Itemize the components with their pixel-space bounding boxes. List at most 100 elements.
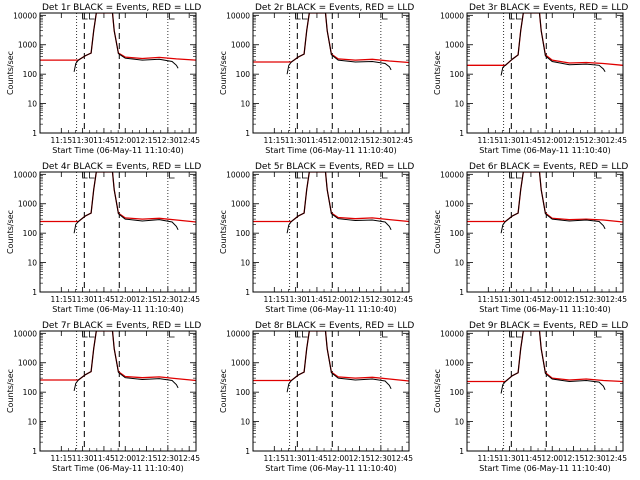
y-tick-label: 1 (459, 129, 464, 138)
plot-frame (252, 12, 410, 134)
chart-title: Det 1r BLACK = Events, RED = LLD (42, 3, 201, 13)
events-series-line (73, 172, 179, 234)
y-axis-label: Counts/sec (6, 369, 15, 413)
x-tick-label: 11:30 (72, 454, 94, 463)
x-tick-label: 11:15 (263, 295, 285, 304)
x-tick-label: 11:15 (477, 295, 499, 304)
y-tick-label: 10 (240, 259, 250, 268)
x-tick-label: 12:15 (349, 454, 371, 463)
interval-bracket (302, 331, 308, 338)
y-tick-label: 1000 (445, 359, 464, 368)
y-tick-label: 1000 (445, 200, 464, 209)
x-tick-label: 11:30 (499, 454, 521, 463)
x-axis-label: Start Time (06-May-11 11:10:40) (52, 464, 183, 473)
x-tick-label: 12:30 (370, 454, 392, 463)
interval-bracket (382, 13, 388, 20)
x-tick-label: 12:30 (370, 295, 392, 304)
x-axis-label: Start Time (06-May-11 11:10:40) (479, 464, 610, 473)
lld-series-line (253, 172, 409, 223)
y-tick-label: 1000 (231, 200, 250, 209)
y-tick-label: 10000 (440, 11, 464, 20)
y-tick-label: 100 (450, 388, 465, 397)
y-tick-label: 10000 (440, 170, 464, 179)
x-axis-label: Start Time (06-May-11 11:10:40) (52, 305, 183, 314)
chart-title: Det 7r BLACK = Events, RED = LLD (42, 321, 201, 331)
x-tick-label: 11:45 (93, 136, 115, 145)
x-tick-label: 11:30 (499, 295, 521, 304)
x-tick-label: 11:30 (285, 454, 307, 463)
y-tick-label: 1000 (18, 200, 37, 209)
y-axis-label: Counts/sec (6, 210, 15, 254)
y-tick-label: 100 (23, 70, 38, 79)
interval-bracket (169, 172, 175, 179)
y-tick-label: 1 (32, 447, 37, 456)
interval-bracket (295, 331, 301, 338)
x-tick-label: 11:30 (285, 295, 307, 304)
y-axis-label: Counts/sec (433, 210, 442, 254)
y-axis-label: Counts/sec (219, 369, 228, 413)
y-tick-label: 10 (27, 100, 37, 109)
x-tick-label: 12:15 (349, 136, 371, 145)
x-axis-label: Start Time (06-May-11 11:10:40) (265, 464, 396, 473)
y-tick-label: 10000 (13, 329, 37, 338)
x-tick-label: 12:15 (349, 295, 371, 304)
x-tick-label: 12:00 (541, 454, 563, 463)
x-tick-label: 12:15 (136, 454, 158, 463)
x-axis-label: Start Time (06-May-11 11:10:40) (265, 146, 396, 155)
plot-frame (39, 171, 197, 293)
chart-panel: Det 4r BLACK = Events, RED = LLD Counts/s… (6, 162, 201, 314)
y-tick-label: 10 (240, 418, 250, 427)
x-tick-label: 11:45 (93, 454, 115, 463)
x-tick-label: 12:00 (327, 136, 349, 145)
y-axis-label: Counts/sec (6, 51, 15, 95)
lld-series-line (40, 331, 196, 382)
y-tick-label: 1000 (231, 359, 250, 368)
interval-bracket (509, 13, 515, 20)
y-tick-label: 1 (459, 288, 464, 297)
events-series-line (500, 172, 606, 234)
x-tick-label: 12:30 (157, 295, 179, 304)
x-tick-label: 11:30 (72, 295, 94, 304)
y-tick-label: 1 (32, 288, 37, 297)
x-tick-label: 12:00 (114, 295, 136, 304)
chart-title: Det 3r BLACK = Events, RED = LLD (469, 3, 628, 13)
x-tick-label: 12:00 (114, 136, 136, 145)
y-tick-label: 100 (23, 229, 38, 238)
lld-series-line (467, 331, 623, 383)
interval-bracket (295, 13, 301, 20)
y-tick-label: 10 (454, 418, 464, 427)
y-tick-label: 1000 (445, 41, 464, 50)
y-tick-label: 10 (454, 259, 464, 268)
x-tick-label: 12:15 (136, 136, 158, 145)
x-tick-label: 12:00 (541, 295, 563, 304)
x-tick-label: 12:45 (391, 136, 413, 145)
interval-bracket (82, 172, 88, 179)
interval-bracket (169, 331, 175, 338)
events-series-line (73, 331, 179, 392)
events-series-line (73, 13, 179, 72)
chart-panel: Det 2r BLACK = Events, RED = LLD Counts/s… (219, 3, 414, 155)
y-tick-label: 10000 (226, 11, 250, 20)
interval-bracket (516, 13, 522, 20)
interval-bracket (89, 172, 95, 179)
chart-title: Det 2r BLACK = Events, RED = LLD (255, 3, 414, 13)
interval-bracket (295, 172, 301, 179)
x-tick-label: 11:45 (520, 295, 542, 304)
interval-bracket (382, 172, 388, 179)
chart-title: Det 6r BLACK = Events, RED = LLD (469, 162, 628, 172)
x-tick-label: 12:45 (178, 454, 200, 463)
interval-bracket (82, 13, 88, 20)
y-tick-label: 10000 (13, 170, 37, 179)
interval-bracket (89, 331, 95, 338)
events-series-line (500, 331, 606, 394)
events-series-line (500, 13, 606, 76)
chart-title: Det 5r BLACK = Events, RED = LLD (255, 162, 414, 172)
interval-bracket (382, 331, 388, 338)
y-tick-label: 100 (236, 229, 251, 238)
y-tick-label: 1000 (18, 41, 37, 50)
y-axis-label: Counts/sec (219, 210, 228, 254)
x-tick-label: 12:45 (391, 454, 413, 463)
chart-panel: Det 9r BLACK = Events, RED = LLD Counts/s… (433, 321, 628, 473)
x-axis-label: Start Time (06-May-11 11:10:40) (52, 146, 183, 155)
